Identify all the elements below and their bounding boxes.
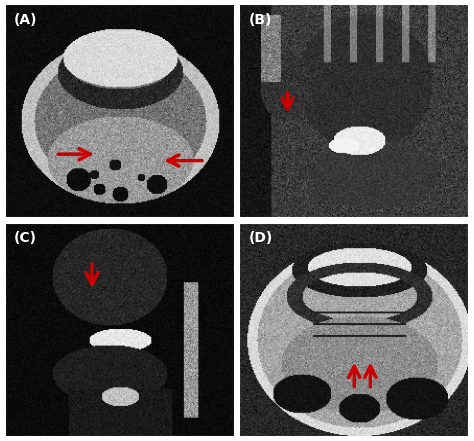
Text: (B): (B) [248,13,272,27]
Text: (C): (C) [14,231,37,245]
Text: (A): (A) [14,13,37,27]
Text: (D): (D) [248,231,273,245]
